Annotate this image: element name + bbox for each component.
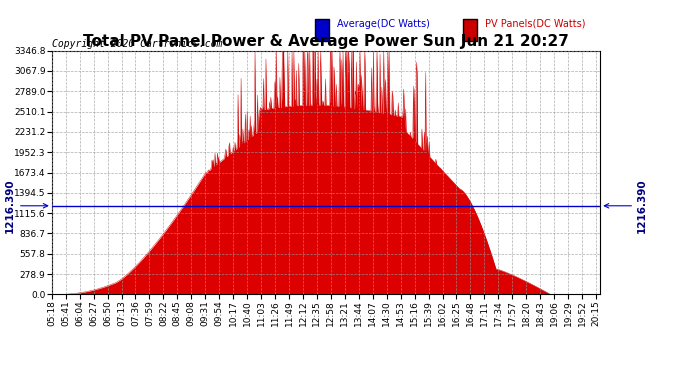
FancyBboxPatch shape xyxy=(463,19,477,41)
Text: Copyright 2020 Cartronics.com: Copyright 2020 Cartronics.com xyxy=(52,39,222,49)
Text: 1216.390: 1216.390 xyxy=(604,178,647,233)
Text: PV Panels(DC Watts): PV Panels(DC Watts) xyxy=(485,19,586,29)
Text: 1216.390: 1216.390 xyxy=(5,178,48,233)
FancyBboxPatch shape xyxy=(315,19,328,41)
Title: Total PV Panel Power & Average Power Sun Jun 21 20:27: Total PV Panel Power & Average Power Sun… xyxy=(83,34,569,50)
Text: Average(DC Watts): Average(DC Watts) xyxy=(337,19,430,29)
